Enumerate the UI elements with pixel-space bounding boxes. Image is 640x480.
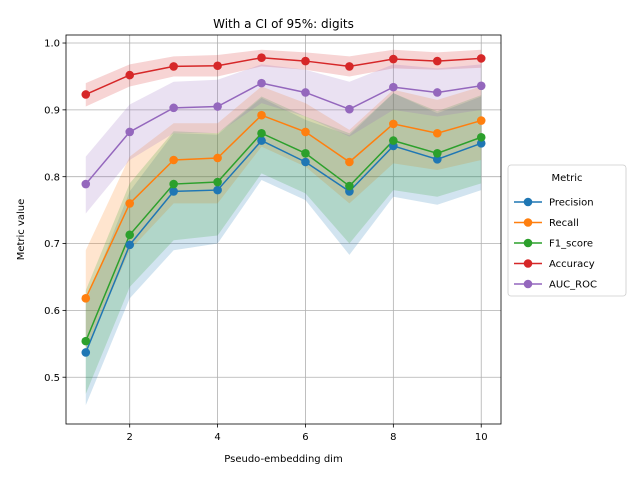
series-line-3 [85, 56, 482, 96]
data-point [432, 155, 442, 164]
data-point [213, 177, 222, 187]
data-point [169, 62, 178, 71]
legend: Metric Precision Recall F1_score Accuracy AU… [507, 164, 627, 297]
data-point [257, 110, 266, 120]
data-point [476, 132, 486, 142]
data-point [257, 78, 266, 88]
data-point [169, 187, 178, 196]
y-tick-label: 1.0 [44, 39, 60, 50]
data-point [345, 62, 354, 71]
data-point [476, 138, 486, 148]
data-point [432, 128, 442, 138]
data-point [345, 157, 354, 167]
legend-marker [523, 197, 533, 207]
series-line-0 [85, 139, 482, 353]
data-point [213, 153, 222, 163]
legend-label: Accuracy [549, 259, 595, 270]
y-tick-label: 0.9 [44, 105, 60, 116]
data-point [125, 199, 135, 208]
y-axis-ticks: 0.5 0.6 0.7 0.8 0.9 1.0 [44, 39, 66, 384]
data-point [81, 90, 91, 99]
data-point [476, 54, 486, 63]
data-point [345, 181, 354, 191]
chart-title: With a CI of 95%: digits [213, 17, 354, 31]
y-tick-label: 0.5 [44, 373, 60, 384]
series-line-4 [85, 82, 482, 185]
series-markers [81, 53, 486, 357]
data-point [389, 82, 398, 92]
data-point [125, 70, 135, 80]
data-point [301, 157, 310, 167]
legend-marker [523, 279, 533, 289]
data-point [345, 104, 354, 114]
data-point [301, 56, 310, 66]
ci-band-4 [85, 64, 482, 214]
data-point [432, 56, 442, 66]
x-axis-ticks: 2 4 6 8 10 [127, 424, 488, 443]
grid-lines [66, 35, 501, 424]
data-point [432, 88, 442, 97]
legend-label: Recall [549, 218, 579, 229]
x-tick-label: 4 [214, 432, 220, 443]
y-tick-label: 0.8 [44, 172, 60, 183]
legend-marker [523, 238, 533, 248]
data-point [389, 119, 398, 129]
x-tick-label: 2 [127, 432, 133, 443]
data-point [125, 127, 135, 137]
ci-band-3 [85, 49, 482, 107]
data-point [476, 81, 486, 91]
data-point [389, 54, 398, 64]
data-point [125, 230, 135, 240]
data-point [389, 136, 398, 145]
x-tick-label: 8 [390, 432, 396, 443]
x-tick-label: 10 [475, 432, 488, 443]
data-point [81, 179, 91, 189]
ci-band-0 [85, 93, 482, 406]
series-line-2 [85, 132, 482, 342]
x-axis-label: Pseudo-embedding dim [224, 454, 342, 465]
data-point [257, 53, 266, 63]
series-line-1 [85, 114, 482, 299]
y-axis-label: Metric value [16, 199, 27, 261]
y-tick-label: 0.6 [44, 306, 60, 317]
legend-title: Metric [551, 173, 582, 184]
data-point [213, 185, 222, 195]
data-point [81, 294, 91, 303]
ci-band-2 [85, 93, 482, 394]
legend-box [507, 164, 627, 297]
data-point [81, 336, 91, 346]
data-point [169, 103, 178, 113]
legend-marker [523, 218, 533, 227]
legend-label: AUC_ROC [549, 280, 597, 291]
data-point [213, 61, 222, 71]
data-point [169, 179, 178, 189]
data-point [81, 348, 91, 357]
data-point [301, 88, 310, 97]
plot-frame [65, 34, 502, 425]
x-tick-label: 6 [302, 432, 308, 443]
data-point [257, 128, 266, 138]
data-point [432, 149, 442, 158]
series-lines [85, 56, 482, 353]
legend-marker [523, 259, 533, 268]
data-point [257, 136, 266, 145]
data-point [301, 127, 310, 137]
legend-label: Precision [549, 198, 594, 209]
data-point [213, 102, 222, 111]
legend-label: F1_score [549, 239, 593, 250]
data-point [169, 155, 178, 165]
data-point [301, 149, 310, 158]
data-point [476, 116, 486, 125]
data-point [125, 240, 135, 250]
y-tick-label: 0.7 [44, 239, 60, 250]
